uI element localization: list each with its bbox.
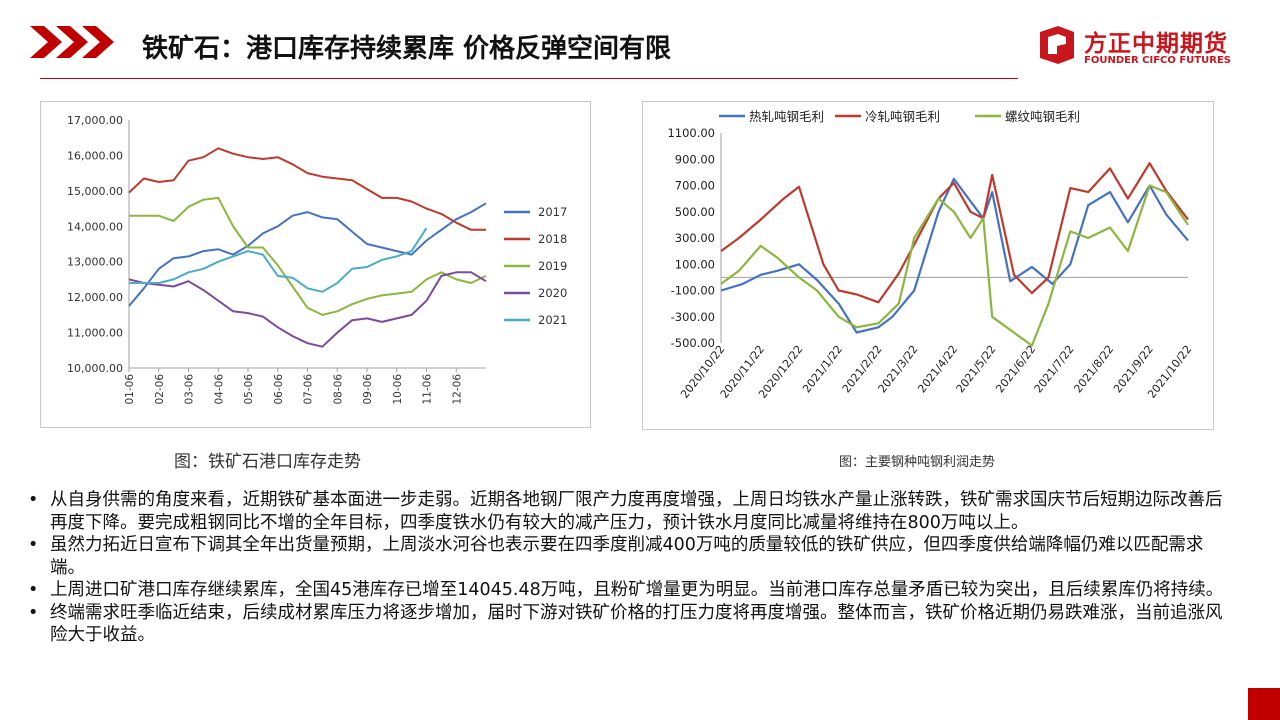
y-tick-label: 14,000.00 bbox=[67, 220, 123, 233]
legend-label: 热轧吨钢毛利 bbox=[749, 109, 824, 124]
x-tick-label: 2021/8/22 bbox=[1071, 343, 1116, 395]
legend-label-2021: 2021 bbox=[538, 313, 567, 327]
y-tick-label: 13,000.00 bbox=[67, 256, 123, 269]
x-tick-label: 01-06 bbox=[124, 374, 136, 405]
x-tick-label: 12-06 bbox=[451, 374, 463, 405]
chart-caption-right: 图：主要钢种吨钢利润走势 bbox=[839, 455, 996, 470]
x-tick-label: 02-06 bbox=[154, 374, 166, 405]
x-tick-label: 2021/1/22 bbox=[800, 343, 845, 395]
series-line-2020 bbox=[128, 271, 487, 348]
x-tick-label: 06-06 bbox=[273, 374, 285, 405]
x-tick-label: 10-06 bbox=[392, 374, 404, 405]
bullet-dot: • bbox=[28, 490, 39, 510]
inventory-chart-svg: 10,000.00 11,000.00 12,000.00 13,000.00 14,0… bbox=[67, 114, 567, 405]
y-tick-label: 700.00 bbox=[675, 179, 715, 193]
legend-label-2019: 2019 bbox=[538, 259, 567, 273]
steel-profit-chart: -500.00 -300.00 -100.00 100.00 300.00 500.00 7… bbox=[642, 101, 1214, 430]
bullet-item: • 从自身供需的角度来看，近期铁矿基本面进一步走弱。近期各地钢厂限产力度再度增强，… bbox=[24, 489, 1224, 534]
logo-text-cn: 方正中期期货 bbox=[1084, 31, 1228, 57]
x-tick-label: 04-06 bbox=[213, 374, 225, 405]
legend-label-2018: 2018 bbox=[538, 232, 567, 246]
logo-mark-icon bbox=[1040, 26, 1074, 64]
series-line-2018 bbox=[128, 147, 486, 231]
y-tick-label: 300.00 bbox=[675, 231, 715, 245]
x-tick-label: 07-06 bbox=[303, 374, 315, 405]
y-tick-label: -100.00 bbox=[671, 284, 715, 298]
legend-label: 螺纹吨钢毛利 bbox=[1005, 109, 1080, 124]
bullet-list: • 从自身供需的角度来看，近期铁矿基本面进一步走弱。近期各地钢厂限产力度再度增强，… bbox=[24, 489, 1224, 647]
x-tick-label: 09-06 bbox=[362, 374, 374, 405]
y-tick-label: 16,000.00 bbox=[67, 149, 123, 162]
legend-label: 冷轧吨钢毛利 bbox=[865, 109, 940, 124]
bullet-dot: • bbox=[28, 535, 39, 555]
y-tick-label: 500.00 bbox=[675, 205, 715, 219]
bullet-text: 虽然力拓近日宣布下调其全年出货量预期，上周淡水河谷也表示要在四季度削减400万吨… bbox=[50, 535, 1204, 578]
chart-caption-left: 图：铁矿石港口库存走势 bbox=[174, 452, 361, 472]
x-tick-label: 2021/7/22 bbox=[1032, 343, 1077, 395]
series-line-2017 bbox=[128, 202, 487, 307]
page-title: 铁矿石：港口库存持续累库 价格反弹空间有限 bbox=[142, 34, 672, 64]
x-tick-label: 2021/5/22 bbox=[954, 343, 999, 395]
header-divider bbox=[40, 78, 1018, 79]
logo-text-en: FOUNDER CIFCO FUTURES bbox=[1084, 55, 1231, 66]
x-tick-label: 11-06 bbox=[422, 374, 434, 405]
bullet-text: 从自身供需的角度来看，近期铁矿基本面进一步走弱。近期各地钢厂限产力度再度增强，上… bbox=[50, 490, 1223, 533]
profit-chart-svg: -500.00 -300.00 -100.00 100.00 300.00 500.00 7… bbox=[667, 109, 1194, 401]
legend-label-2020: 2020 bbox=[538, 286, 567, 300]
bullet-item: • 终端需求旺季临近结束，后续成材累库压力将逐步增加，届时下游对铁矿价格的打压力度… bbox=[24, 602, 1224, 647]
x-tick-label: 08-06 bbox=[332, 374, 344, 405]
bullet-item: • 上周进口矿港口库存继续累库，全国45港库存已增至14045.48万吨，且粉矿增… bbox=[24, 579, 1224, 602]
series-line-冷轧吨钢毛利 bbox=[720, 162, 1189, 304]
y-tick-label: -500.00 bbox=[671, 336, 715, 350]
x-tick-label: 05-06 bbox=[243, 374, 255, 405]
y-tick-label: 11,000.00 bbox=[67, 327, 123, 340]
bullet-item: • 虽然力拓近日宣布下调其全年出货量预期，上周淡水河谷也表示要在四季度削减400万… bbox=[24, 534, 1224, 579]
y-tick-label: 900.00 bbox=[675, 152, 715, 166]
y-tick-label: 17,000.00 bbox=[67, 114, 123, 127]
bullet-dot: • bbox=[28, 602, 39, 623]
y-tick-label: 15,000.00 bbox=[67, 185, 123, 198]
bullet-dot: • bbox=[28, 580, 39, 600]
y-tick-label: -300.00 bbox=[671, 310, 715, 324]
corner-accent bbox=[1248, 688, 1280, 720]
legend-label-2017: 2017 bbox=[538, 205, 567, 219]
series-line-2019 bbox=[129, 196, 487, 316]
y-tick-label: 10,000.00 bbox=[67, 362, 123, 375]
header-arrows-icon bbox=[30, 26, 114, 58]
series-line-螺纹吨钢毛利 bbox=[720, 184, 1189, 347]
iron-ore-port-inventory-chart: 10,000.00 11,000.00 12,000.00 13,000.00 14,0… bbox=[40, 101, 591, 428]
y-tick-label: 100.00 bbox=[675, 257, 715, 271]
series-line-2021 bbox=[129, 227, 428, 293]
company-logo: 方正中期期货 FOUNDER CIFCO FUTURES bbox=[1036, 24, 1256, 70]
bullet-text: 上周进口矿港口库存继续累库，全国45港库存已增至14045.48万吨，且粉矿增量… bbox=[50, 580, 1224, 600]
series-line-热轧吨钢毛利 bbox=[720, 177, 1189, 334]
y-tick-label: 1100.00 bbox=[667, 126, 715, 140]
y-tick-label: 12,000.00 bbox=[67, 291, 123, 304]
bullet-text: 终端需求旺季临近结束，后续成材累库压力将逐步增加，届时下游对铁矿价格的打压力度将… bbox=[50, 602, 1223, 646]
x-tick-label: 03-06 bbox=[184, 374, 196, 405]
